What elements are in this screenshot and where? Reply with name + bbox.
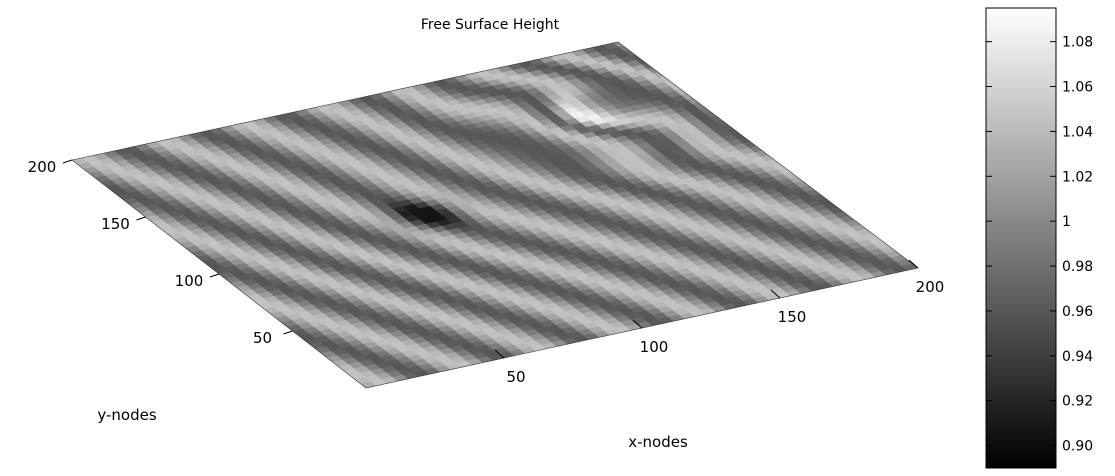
x-tick-label: 100 <box>640 338 669 356</box>
x-tick-label: 200 <box>916 278 945 296</box>
colorbar-tick-label: 0.90 <box>1062 439 1093 455</box>
colorbar-tick-label: 1 <box>1062 214 1071 230</box>
y-tick <box>283 330 293 335</box>
colorbar-tick-label: 0.98 <box>1062 259 1093 275</box>
colorbar-tick-label: 1.02 <box>1062 169 1093 185</box>
x-tick-label: 50 <box>506 368 525 386</box>
x-axis-label: x-nodes <box>628 433 688 451</box>
y-tick-label: 50 <box>253 329 272 347</box>
colorbar-tick-label: 0.92 <box>1062 394 1093 410</box>
chart-title: Free Surface Height <box>421 17 560 33</box>
colorbar-tick-label: 1.04 <box>1062 124 1093 140</box>
colorbar-tick-label: 0.94 <box>1062 349 1093 365</box>
colorbar-tick-label: 1.06 <box>1062 80 1093 96</box>
colorbar-tick-label: 0.96 <box>1062 304 1093 320</box>
colorbar-tick-label: 1.08 <box>1062 35 1093 51</box>
colorbar: 0.90 0.92 0.94 0.96 0.98 1 1.02 1.04 1.06 1.08 <box>985 7 1093 469</box>
y-tick-label: 100 <box>175 272 204 290</box>
colorbar-gradient <box>985 7 1057 469</box>
surface-plot <box>71 41 919 389</box>
y-tick-label: 150 <box>101 215 130 233</box>
y-tick <box>62 159 73 164</box>
x-tick-label: 150 <box>778 308 807 326</box>
y-tick-label: 200 <box>28 158 57 176</box>
y-axis-label: y-nodes <box>97 406 156 424</box>
y-tick <box>209 273 220 278</box>
y-tick <box>136 216 146 221</box>
